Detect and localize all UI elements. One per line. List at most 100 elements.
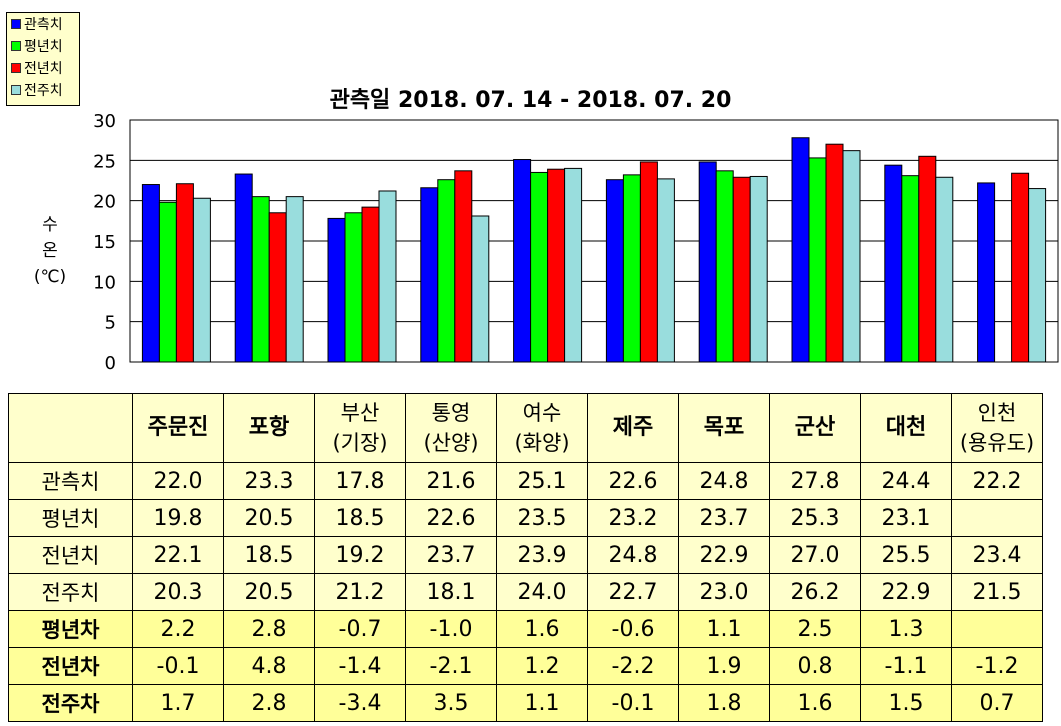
table-cell: 23.4 (951, 536, 1043, 574)
bar-전주치 (749, 175, 768, 363)
table-cell: 2.8 (223, 684, 315, 722)
column-header: 목포 (678, 393, 770, 463)
column-header-text: 부산 (340, 401, 380, 425)
bar-평년치 (158, 201, 177, 363)
row-header: 평년차 (8, 610, 133, 648)
table-cell: 18.5 (223, 536, 315, 574)
table-cell: 1.5 (860, 684, 952, 722)
column-header: 통영 (산양) (405, 393, 497, 463)
table-cell: 23.1 (860, 499, 952, 537)
table-cell: 22.6 (405, 499, 497, 537)
bar-평년치 (901, 175, 920, 363)
bar-chart: 0 5 10 15 20 25 30 (93, 111, 1059, 374)
table-cell: 23.9 (496, 536, 588, 574)
y-tick-label: 25 (93, 151, 116, 172)
table-cell: 20.5 (223, 499, 315, 537)
table-corner (8, 393, 133, 463)
bar-관측치 (605, 179, 624, 363)
bar-관측치 (884, 164, 903, 363)
y-tick-label: 30 (93, 111, 116, 132)
bar-전년치 (825, 143, 844, 363)
table-cell: -2.2 (587, 647, 679, 685)
bar-전주치 (842, 150, 861, 363)
table-cell: 1.1 (496, 684, 588, 722)
table-cell: -0.6 (587, 610, 679, 648)
table-cell: 0.8 (769, 647, 861, 685)
table-cell: 24.4 (860, 462, 952, 500)
legend-label: 전주치 (24, 83, 63, 99)
table-cell: 23.7 (405, 536, 497, 574)
table-cell: 21.2 (314, 573, 406, 611)
table-cell: 0.7 (951, 684, 1043, 722)
table-cell: 22.9 (860, 573, 952, 611)
bar-전주치 (192, 197, 211, 363)
table-cell: 23.5 (496, 499, 588, 537)
table-cell: 2.2 (132, 610, 224, 648)
bar-전년치 (1011, 172, 1030, 363)
table-cell: 1.9 (678, 647, 770, 685)
table-row: 전주차 1.7 2.8 -3.4 3.5 1.1 -0.1 1.8 1.6 1.5 0.7 (8, 684, 1043, 722)
table-cell: 22.0 (132, 462, 224, 500)
legend-label: 전년치 (24, 61, 63, 77)
column-header-text: 주문진 (147, 415, 209, 440)
bar-관측치 (698, 161, 717, 363)
table-cell: 1.1 (678, 610, 770, 648)
bar-전년치 (639, 161, 658, 363)
legend-item: 관측치 (7, 13, 79, 35)
chart-title: 관측일 2018. 07. 14 - 2018. 07. 20 (0, 82, 1061, 114)
column-header: 주문진 (132, 393, 224, 463)
y-label-line: (℃) (33, 267, 67, 287)
table-row: 관측치 22.0 23.3 17.8 21.6 25.1 22.6 24.8 27.8 24.4 2… (8, 462, 1043, 500)
table-cell: 18.1 (405, 573, 497, 611)
bar-전년치 (547, 168, 566, 363)
table-cell: 26.2 (769, 573, 861, 611)
row-header: 평년치 (8, 499, 133, 537)
table-cell: -1.4 (314, 647, 406, 685)
bar-관측치 (327, 217, 346, 363)
column-header-text: 대천 (885, 415, 927, 440)
bar-평년치 (251, 196, 270, 363)
table-row: 전년차 -0.1 4.8 -1.4 -2.1 1.2 -2.2 1.9 0.8 -1.1 -1.2 (8, 647, 1043, 685)
table-row: 전주치 20.3 20.5 21.2 18.1 24.0 22.7 23.0 26.2 22.9 2… (8, 573, 1043, 611)
row-header: 전년차 (8, 647, 133, 685)
table-cell: 22.7 (587, 573, 679, 611)
table-cell: 22.6 (587, 462, 679, 500)
bar-전년치 (361, 206, 380, 363)
column-header: 인천 (용유도) (951, 393, 1043, 463)
bar-전주치 (378, 190, 397, 363)
column-header-text: 군산 (794, 415, 836, 440)
bar-관측치 (791, 137, 810, 363)
bar-전주치 (471, 215, 490, 363)
table-cell: 22.2 (951, 462, 1043, 500)
row-header: 전주치 (8, 573, 133, 611)
bar-관측치 (141, 184, 160, 363)
table-cell: 25.1 (496, 462, 588, 500)
y-tick-label: 5 (105, 313, 116, 334)
column-header: 대천 (860, 393, 952, 463)
table-cell: 23.2 (587, 499, 679, 537)
legend-swatch (11, 63, 21, 73)
table-cell: 1.7 (132, 684, 224, 722)
table-row: 평년차 2.2 2.8 -0.7 -1.0 1.6 -0.6 1.1 2.5 1.3 (8, 610, 1043, 648)
table-cell: 4.8 (223, 647, 315, 685)
bar-평년치 (530, 171, 549, 363)
bar-평년치 (344, 212, 363, 363)
table-cell: -2.1 (405, 647, 497, 685)
bar-평년치 (622, 174, 641, 363)
column-header-text: 여수 (522, 401, 562, 425)
table-cell: 23.0 (678, 573, 770, 611)
table-cell: 1.8 (678, 684, 770, 722)
y-axis-label: 수 온 (℃) (30, 212, 70, 290)
bar-관측치 (977, 182, 996, 363)
legend-item: 평년치 (7, 35, 79, 57)
table-cell (951, 610, 1043, 648)
bar-전년치 (454, 170, 473, 363)
bar-평년치 (437, 179, 456, 363)
column-header-text: 제주 (612, 415, 654, 440)
bar-평년치 (808, 157, 827, 363)
column-header-text: (용유도) (959, 431, 1035, 455)
legend-swatch (11, 85, 21, 95)
bar-전년치 (268, 212, 287, 363)
y-tick-label: 15 (93, 232, 116, 253)
